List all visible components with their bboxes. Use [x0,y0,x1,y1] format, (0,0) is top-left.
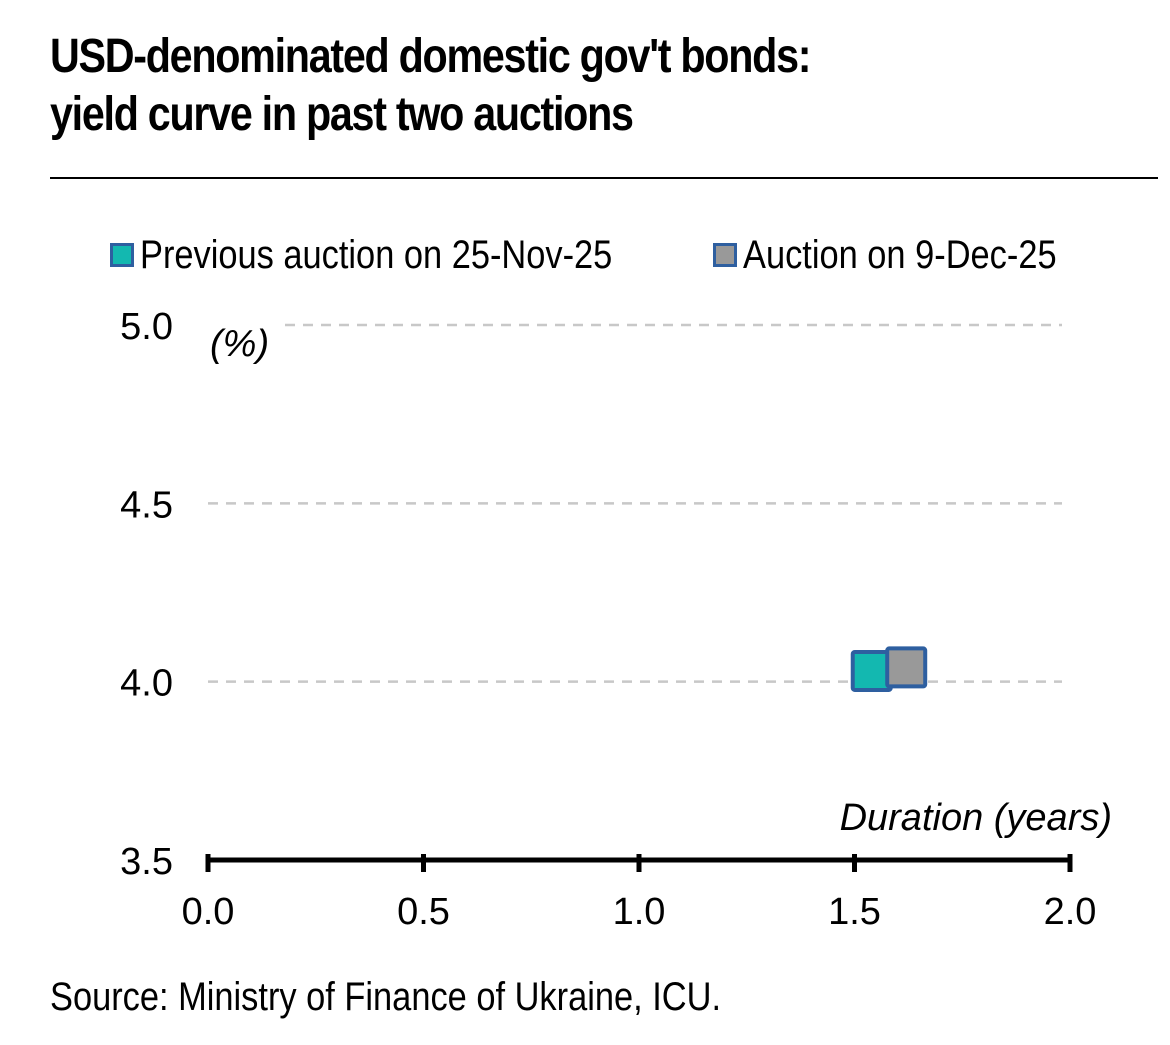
title-rule [50,177,1158,179]
y-tick-label: 4.0 [120,663,173,705]
chart-title-line-1: USD-denominated domestic gov't bonds: [50,30,811,83]
data-points [850,646,928,692]
x-tick-label: 1.5 [828,891,881,933]
data-point-series-2 [885,646,928,689]
legend-swatch-previous-auction [110,243,134,267]
chart-title-line-2: yield curve in past two auctions [50,88,634,141]
y-axis-label: (%) [210,323,269,365]
x-axis [205,854,1073,872]
source-note: Source: Ministry of Finance of Ukraine, … [50,975,722,1019]
legend-swatch-auction [713,243,737,267]
x-tick-label: 1.0 [613,891,666,933]
y-tick-label: 5.0 [120,306,173,348]
legend-label-auction: Auction on 9-Dec-25 [743,232,1057,277]
y-tick-label: 4.5 [120,484,173,526]
gridlines [208,323,1062,683]
data-point-series-1 [850,649,893,692]
legend-item-previous-auction: Previous auction on 25-Nov-25 [110,230,689,280]
x-tick-label: 0.0 [182,891,235,933]
y-axis-ticks: 3.5 4.0 4.5 5.0 [120,306,173,883]
chart-title: USD-denominated domestic gov't bonds: yie… [50,28,811,144]
x-tick-label: 0.5 [397,891,450,933]
x-axis-ticks: 0.0 0.5 1.0 1.5 2.0 [182,891,1097,933]
legend-item-auction: Auction on 9-Dec-25 [713,230,1108,280]
x-axis-label: Duration (years) [840,797,1112,839]
y-tick-label: 3.5 [120,841,173,883]
legend-label-previous-auction: Previous auction on 25-Nov-25 [140,232,613,277]
x-tick-label: 2.0 [1044,891,1097,933]
